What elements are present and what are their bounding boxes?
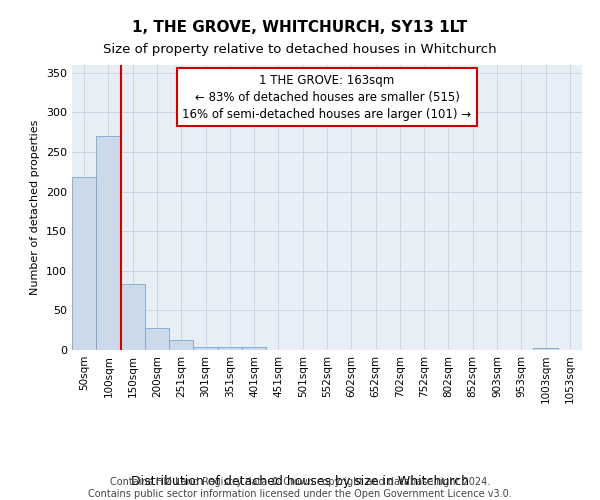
Text: 1, THE GROVE, WHITCHURCH, SY13 1LT: 1, THE GROVE, WHITCHURCH, SY13 1LT — [133, 20, 467, 35]
Text: Size of property relative to detached houses in Whitchurch: Size of property relative to detached ho… — [103, 42, 497, 56]
Bar — [242, 347, 266, 350]
Y-axis label: Number of detached properties: Number of detached properties — [31, 120, 40, 295]
Bar — [193, 347, 218, 350]
Bar — [169, 340, 193, 350]
Bar — [121, 284, 145, 350]
Bar — [72, 178, 96, 350]
Bar — [533, 348, 558, 350]
Text: Distribution of detached houses by size in Whitchurch: Distribution of detached houses by size … — [131, 474, 469, 488]
Bar — [145, 328, 169, 350]
Text: 1 THE GROVE: 163sqm
← 83% of detached houses are smaller (515)
16% of semi-detac: 1 THE GROVE: 163sqm ← 83% of detached ho… — [182, 74, 472, 120]
Text: Contains HM Land Registry data © Crown copyright and database right 2024.
Contai: Contains HM Land Registry data © Crown c… — [88, 478, 512, 499]
Bar — [96, 136, 121, 350]
Bar — [218, 347, 242, 350]
